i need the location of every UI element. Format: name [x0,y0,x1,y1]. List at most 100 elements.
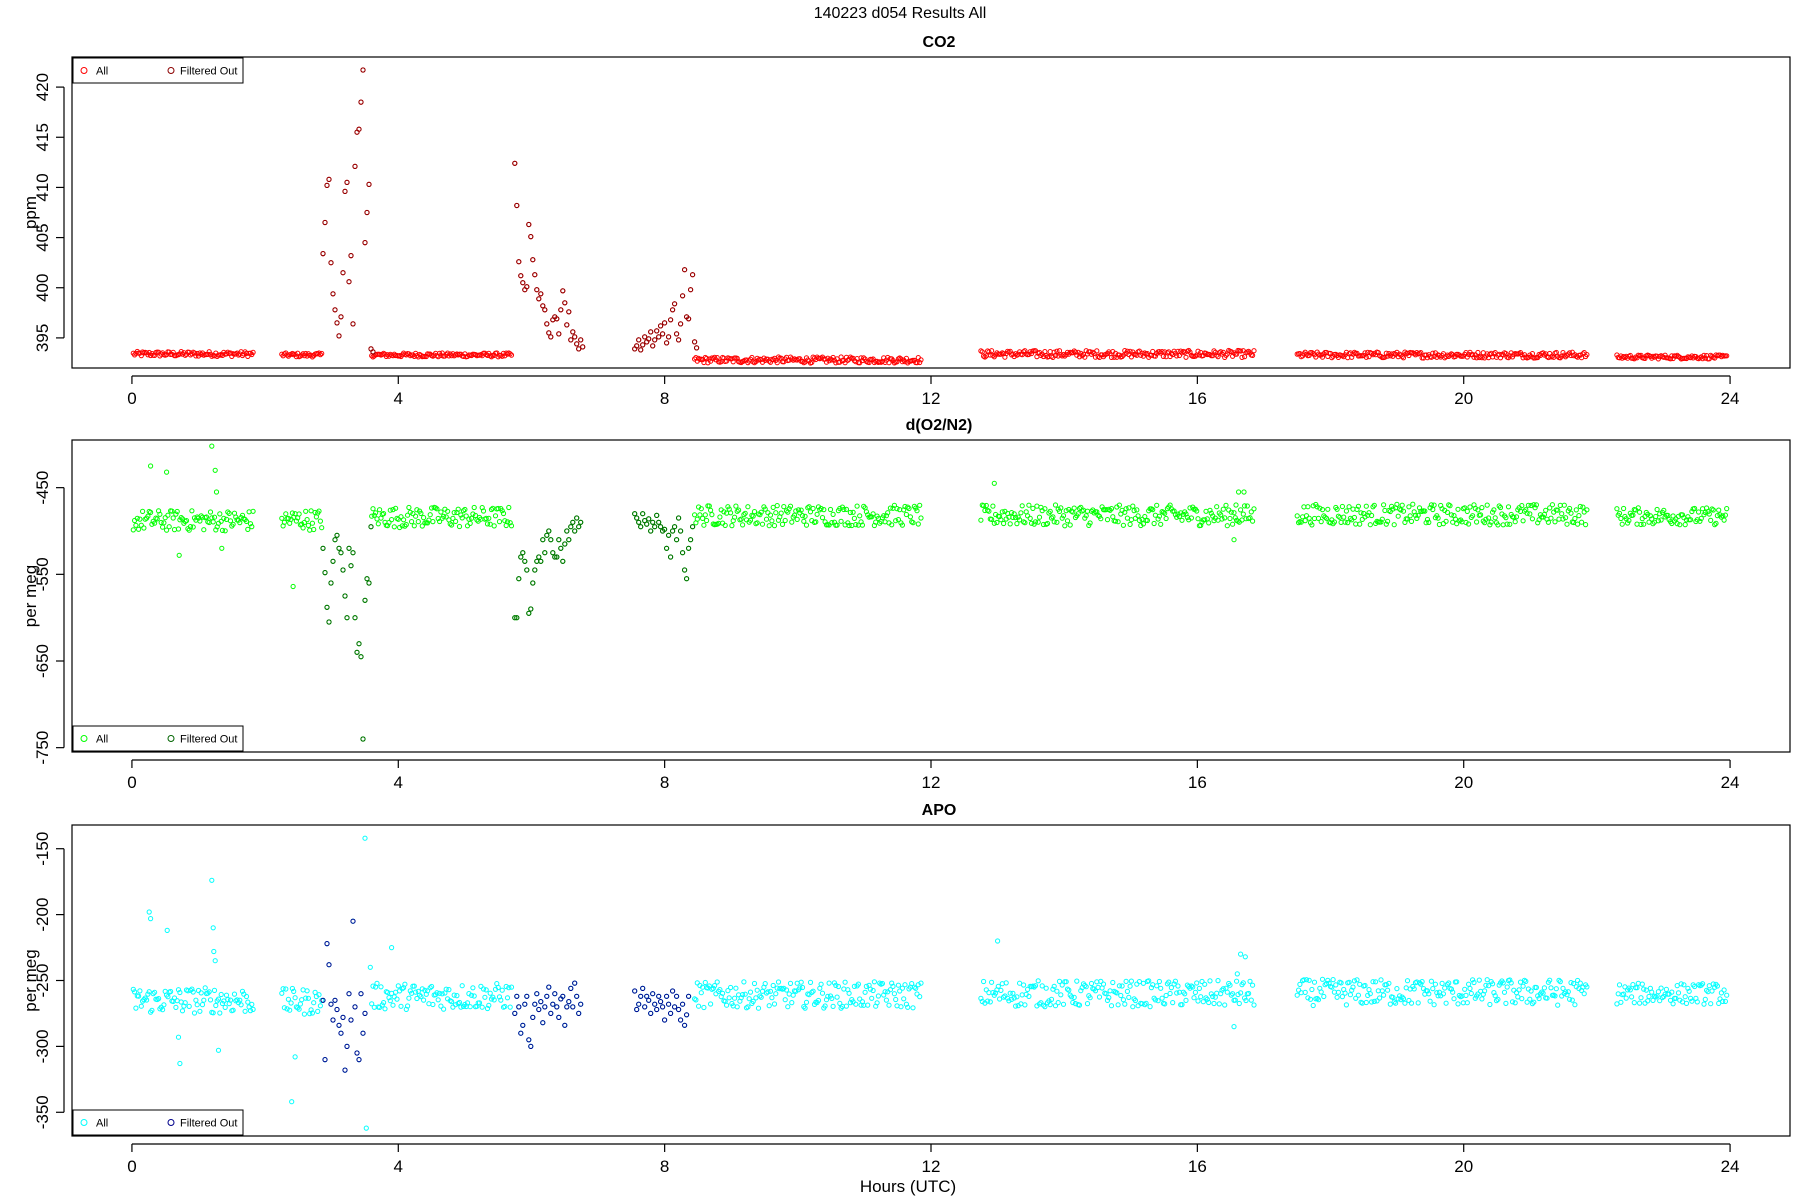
data-point [700,515,706,522]
filtered-point [660,1004,666,1010]
filtered-point [554,1004,560,1010]
data-point [1134,981,1140,987]
data-point [1055,1000,1061,1006]
data-point [1464,508,1470,514]
data-point [799,513,806,519]
data-point [815,997,822,1004]
data-point [231,991,238,997]
data-point [160,524,166,530]
data-point [1366,510,1372,516]
filtered-point [546,528,552,534]
data-point [1667,356,1674,362]
data-point [1135,513,1141,519]
data-point [395,983,401,989]
data-point [1667,997,1674,1003]
data-point [1718,990,1725,996]
data-point [1119,983,1125,989]
data-point [1087,520,1093,526]
data-point [430,1001,436,1008]
data-point [1247,978,1253,984]
data-point [486,515,492,521]
data-point [885,510,891,516]
filtered-point [340,270,346,276]
data-point [1576,513,1582,519]
data-point [1009,509,1015,516]
data-point [803,522,810,528]
data-point [1399,354,1405,360]
filtered-point [350,550,356,556]
data-point [1645,998,1651,1004]
data-point [218,518,224,524]
data-point [1513,514,1520,520]
data-point [283,986,289,992]
data-point [1621,505,1627,512]
data-point [174,508,180,515]
x-tick-label: 20 [1454,1157,1473,1176]
data-point [1366,987,1372,993]
data-point [467,520,473,527]
data-point [1533,502,1540,508]
data-point [1400,996,1407,1002]
legend-all-label: All [96,1118,108,1130]
data-point [470,511,476,517]
data-point [1568,510,1574,516]
data-point [458,1004,464,1010]
filtered-point [570,519,576,525]
data-point [495,984,501,991]
data-point [1122,1001,1128,1007]
data-point [395,516,401,522]
filtered-point [688,287,694,293]
data-point [1486,983,1492,989]
data-point [1074,978,1080,984]
filtered-point [670,528,676,534]
data-point [829,995,835,1002]
data-point [1126,994,1132,1001]
data-point [1717,996,1723,1002]
data-point [1056,348,1063,354]
data-point [453,1002,459,1008]
data-point [985,998,991,1004]
filtered-point [532,567,538,573]
filtered-point [552,991,558,997]
data-point [855,981,862,987]
data-point [767,988,774,994]
filtered-point [546,330,552,336]
data-point [443,514,449,520]
data-point [1484,502,1490,508]
data-point [1720,998,1726,1005]
data-point [1168,985,1175,991]
data-point [1422,508,1428,514]
data-point [211,514,218,520]
data-point [407,509,413,515]
data-point [759,521,766,527]
data-point [1686,988,1692,994]
filtered-point [328,580,334,586]
data-point [918,357,924,363]
data-point [787,980,794,987]
filtered-point [320,545,326,551]
data-point [1577,352,1583,358]
data-point [374,980,380,987]
data-point [1227,515,1233,522]
data-point [1627,987,1633,993]
data-point [227,997,234,1003]
data-point [773,991,779,997]
data-point [483,515,489,522]
data-point [902,503,908,510]
data-point [480,986,487,992]
data-point [863,509,870,515]
filtered-point [568,524,574,530]
filtered-point [654,328,660,334]
data-point [1231,1024,1237,1030]
data-point [369,513,375,519]
filtered-point [666,334,672,340]
data-point [398,1003,404,1009]
data-point [987,999,993,1005]
data-point [242,1008,248,1014]
data-point [1343,1002,1350,1008]
data-point [771,523,778,529]
data-point [1625,520,1631,526]
filtered-point [652,1001,658,1007]
data-point [1232,997,1238,1003]
